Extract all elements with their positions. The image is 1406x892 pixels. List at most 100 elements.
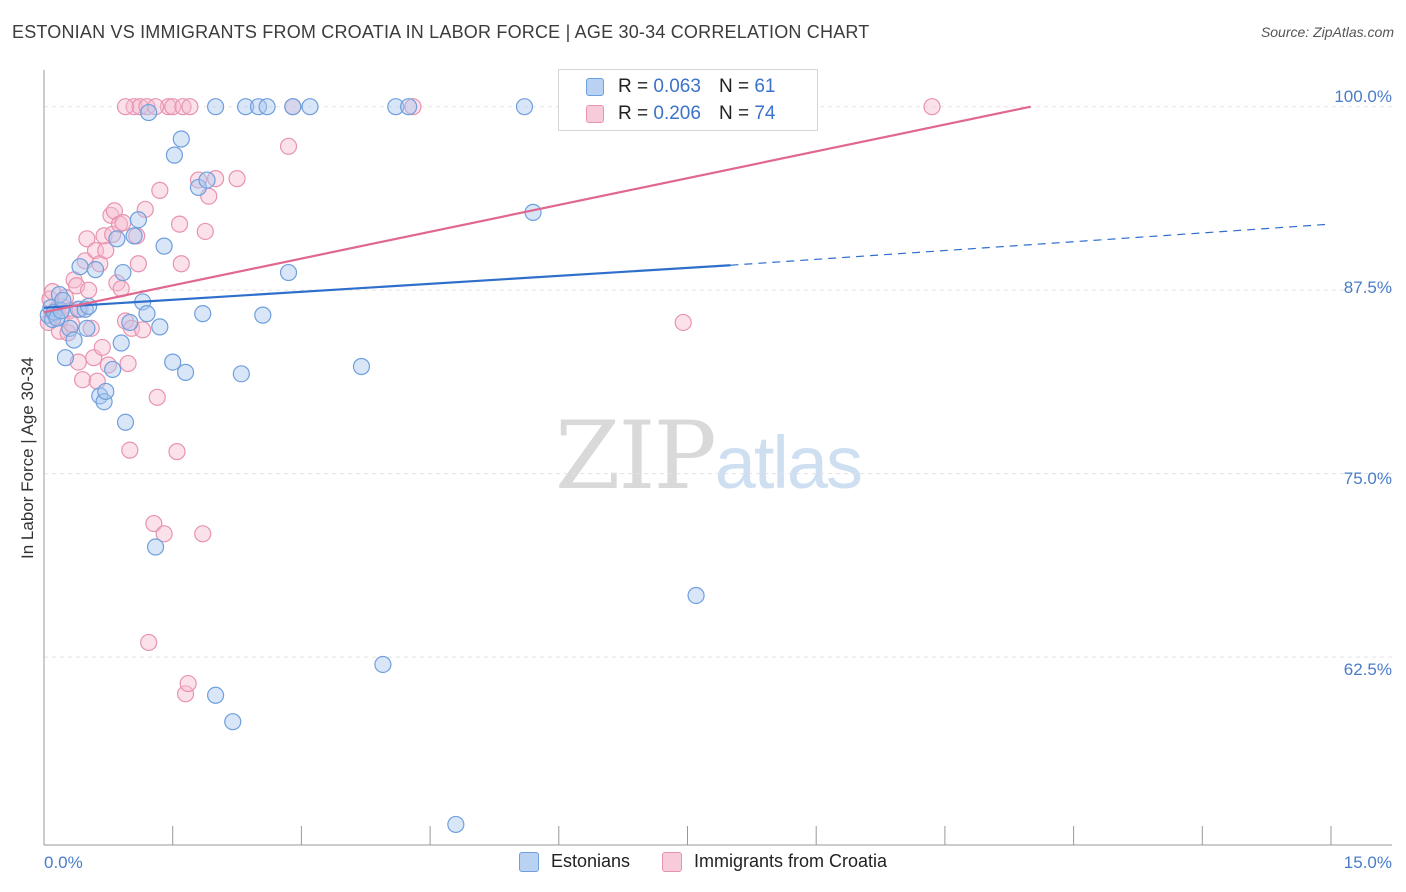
croatia-point — [196, 222, 214, 241]
croatia-point — [116, 98, 135, 116]
watermark: ZIPatlas — [555, 402, 863, 511]
croatia-point — [129, 255, 147, 273]
estonians-point — [151, 318, 169, 336]
legend-r-label: R = — [618, 76, 649, 97]
croatia-point — [74, 371, 92, 389]
croatia-point — [105, 202, 123, 220]
legend-n-label: N = — [718, 76, 750, 97]
estonians-point — [138, 305, 156, 323]
croatia-point — [140, 633, 158, 652]
croatia-point — [179, 674, 197, 693]
estonians-point — [207, 686, 225, 704]
croatia-point — [151, 181, 169, 199]
legend-item-croatia[interactable]: Immigrants from Croatia — [662, 851, 887, 872]
y-tick-label: 75.0% — [1343, 469, 1392, 488]
estonians-point — [116, 413, 135, 431]
estonians-legend-swatch — [518, 851, 539, 872]
croatia-point — [168, 443, 186, 461]
estonians-point — [258, 98, 276, 116]
estonians-point — [56, 349, 75, 367]
croatia-point — [674, 313, 692, 332]
croatia-trend-line — [43, 105, 1031, 314]
y-tick-label: 62.5% — [1343, 660, 1392, 679]
croatia-point — [148, 388, 166, 406]
estonians-point — [112, 334, 130, 352]
estonians-point — [172, 130, 190, 148]
croatia-point — [207, 170, 225, 188]
estonians-point — [232, 365, 250, 383]
legend-item-estonians[interactable]: Estonians — [518, 851, 630, 872]
estonians-point — [198, 171, 216, 189]
croatia-point — [194, 525, 212, 543]
estonians-point — [108, 230, 126, 248]
croatia-point — [176, 685, 195, 703]
estonians-point — [194, 305, 212, 323]
legend-n-value: 74 — [754, 103, 776, 124]
estonians-point — [301, 98, 319, 116]
croatia-point — [279, 137, 298, 155]
estonians-trend-extension — [730, 223, 1332, 266]
croatia-point — [136, 200, 154, 219]
croatia-point — [159, 98, 178, 116]
croatia-point — [80, 281, 98, 299]
estonians-point — [129, 211, 147, 229]
croatia-point — [181, 98, 199, 116]
legend-row-croatia: R = 0.206 N = 74 — [559, 101, 775, 127]
y-axis-label: In Labor Force | Age 30-34 — [18, 357, 37, 559]
legend-label-croatia: Immigrants from Croatia — [694, 851, 888, 871]
estonians-point — [237, 98, 255, 116]
croatia-point — [172, 255, 190, 273]
croatia-point — [155, 525, 173, 543]
croatia-point — [404, 98, 422, 116]
x-tick-label-max: 15.0% — [1343, 853, 1392, 872]
estonians-point — [140, 103, 158, 122]
legend-n-label: N = — [718, 103, 750, 124]
estonians-point — [189, 178, 208, 197]
estonians-point — [165, 146, 184, 164]
estonians-point — [146, 538, 165, 556]
croatia-point — [69, 353, 87, 371]
estonians-point — [125, 227, 143, 245]
watermark-zip: ZIP — [555, 402, 717, 511]
legend-n-value: 61 — [754, 76, 776, 97]
croatia-point — [121, 441, 139, 459]
series-legend: Estonians Immigrants from Croatia — [0, 851, 1406, 872]
croatia-point — [923, 98, 941, 116]
estonians-point — [207, 98, 225, 116]
estonians-point — [279, 263, 298, 282]
estonians-point — [86, 261, 105, 279]
source-label: Source: ZipAtlas.com — [1260, 24, 1394, 40]
legend-row-estonians: R = 0.063 N = 61 — [559, 74, 775, 100]
estonians-point — [352, 357, 371, 376]
croatia-point — [146, 98, 165, 116]
x-tick-label-min: 0.0% — [44, 853, 83, 872]
estonians-point — [284, 98, 302, 116]
croatia-swatch — [586, 105, 604, 123]
y-tick-label: 100.0% — [1334, 87, 1392, 106]
croatia-point — [78, 230, 96, 248]
y-tick-label: 87.5% — [1343, 278, 1392, 297]
croatia-point — [114, 214, 132, 232]
croatia-point — [170, 215, 189, 233]
estonians-point — [224, 713, 242, 731]
croatia-point — [93, 338, 111, 357]
croatia-point — [134, 321, 152, 339]
chart-title: ESTONIAN VS IMMIGRANTS FROM CROATIA IN L… — [12, 22, 870, 42]
legend-r-value: 0.206 — [653, 103, 701, 124]
croatia-point — [174, 98, 192, 116]
estonians-point — [687, 586, 705, 605]
croatia-point — [82, 319, 100, 337]
watermark-atlas: atlas — [714, 421, 863, 504]
estonians-point — [65, 331, 83, 349]
croatia-point — [95, 227, 113, 245]
estonians-point — [515, 98, 534, 116]
estonians-point — [387, 98, 405, 116]
estonians-point — [447, 815, 465, 834]
estonians-point — [114, 263, 132, 282]
croatia-point — [228, 170, 246, 188]
estonians-point — [400, 98, 418, 116]
croatia-point — [145, 514, 163, 533]
estonians-point — [97, 382, 115, 401]
correlation-legend: R = 0.063 N = 61 R = 0.206 N = 74 — [558, 69, 818, 131]
